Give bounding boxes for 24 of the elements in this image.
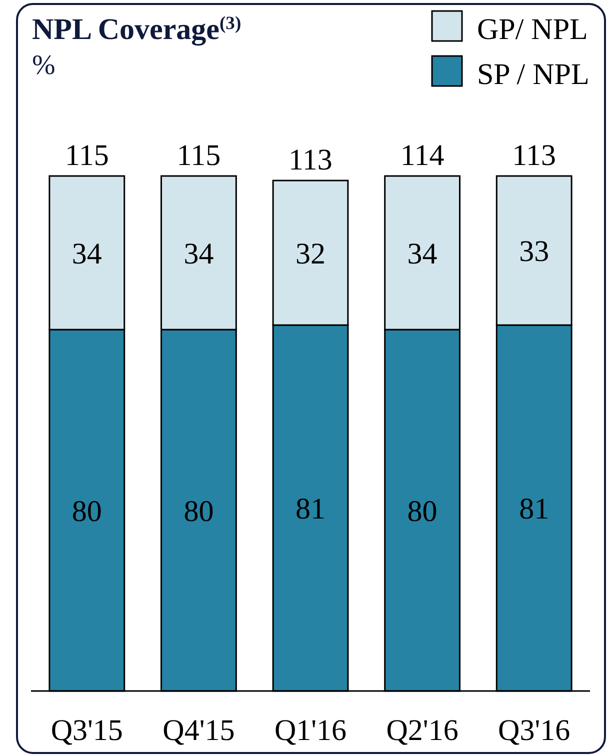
data-label: 32	[296, 237, 326, 270]
x-tick-label: Q3'15	[50, 714, 123, 747]
x-tick-label: Q2'16	[386, 714, 458, 747]
data-label: 80	[72, 494, 102, 528]
x-tick-label: Q3'16	[498, 714, 570, 747]
data-label: 80	[407, 494, 438, 528]
total-label: 114	[400, 139, 444, 172]
data-label: 33	[519, 235, 550, 268]
chart-subtitle: %	[32, 50, 56, 81]
total-label: 113	[288, 144, 332, 177]
total-label: 113	[512, 139, 556, 172]
legend-label: SP / NPL	[477, 58, 590, 91]
x-tick-label: Q1'16	[274, 714, 347, 747]
total-label: 115	[64, 139, 109, 172]
x-tick-label: Q4'15	[162, 714, 235, 747]
legend-label: GP/ NPL	[477, 13, 588, 46]
total-label: 115	[176, 139, 221, 172]
data-label: 34	[72, 237, 102, 270]
data-label: 81	[296, 492, 326, 526]
chart-title: NPL Coverage$^{(3)}$	[32, 12, 242, 46]
data-label: 81	[519, 492, 550, 526]
data-label: 80	[184, 494, 214, 528]
data-label: 34	[407, 237, 438, 270]
data-label: 34	[184, 237, 214, 270]
